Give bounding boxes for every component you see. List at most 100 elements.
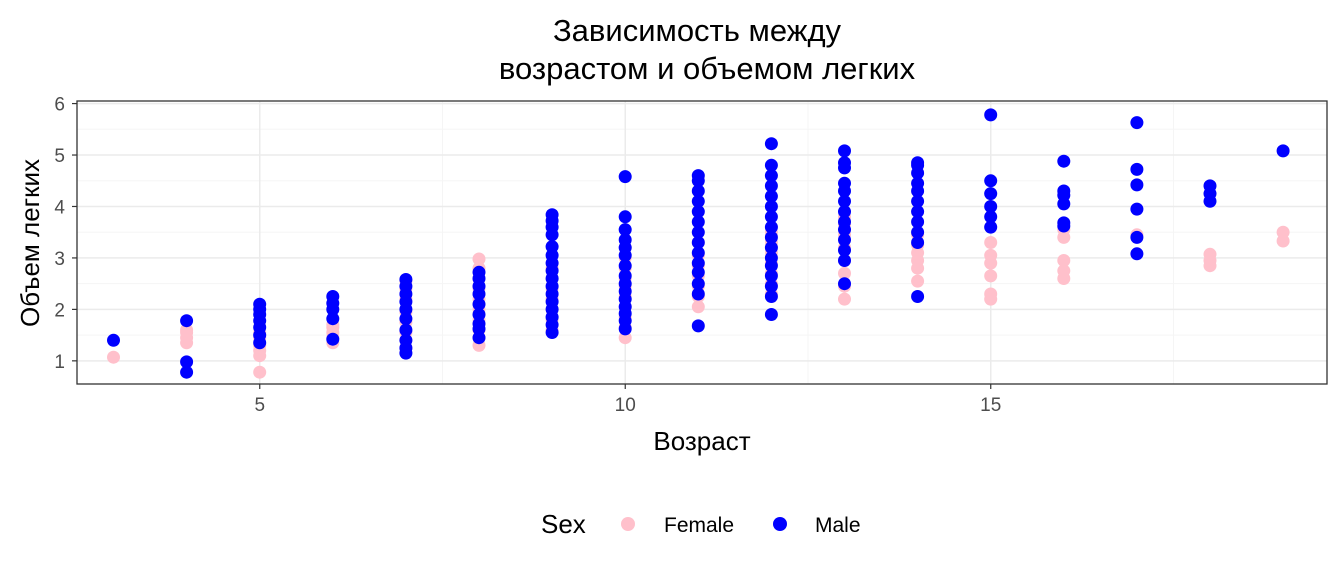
point-female xyxy=(472,252,486,266)
point-male xyxy=(691,236,705,249)
point-male xyxy=(984,187,998,201)
point-male xyxy=(1130,178,1144,192)
point-male xyxy=(764,279,778,293)
point-male xyxy=(911,194,925,208)
point-male xyxy=(764,230,778,244)
point-female xyxy=(180,323,194,337)
point-male xyxy=(691,287,705,301)
point-male xyxy=(838,205,851,219)
point-male xyxy=(764,158,778,172)
point-male xyxy=(1130,202,1144,216)
legend-key-female xyxy=(621,517,635,531)
point-male xyxy=(1130,116,1144,130)
point-male xyxy=(691,265,705,279)
point-male xyxy=(1057,216,1071,230)
panel-border xyxy=(76,100,1328,385)
point-male xyxy=(911,225,925,239)
point-male xyxy=(472,317,486,331)
point-male xyxy=(691,169,705,183)
point-male xyxy=(1203,179,1217,193)
point-male xyxy=(984,220,998,234)
point-male xyxy=(180,355,194,369)
point-male xyxy=(618,233,632,247)
point-male xyxy=(180,314,194,328)
point-male xyxy=(764,269,778,283)
point-male xyxy=(399,312,413,326)
point-male xyxy=(618,210,632,224)
point-male xyxy=(691,277,705,291)
point-male xyxy=(472,297,486,311)
point-female xyxy=(984,287,998,301)
point-male xyxy=(472,308,486,321)
x-tick-label: 10 xyxy=(615,395,636,416)
point-male xyxy=(764,290,778,303)
point-male xyxy=(984,174,998,188)
point-male xyxy=(838,233,851,247)
point-male xyxy=(326,290,340,303)
point-male xyxy=(911,236,925,249)
point-male xyxy=(764,308,778,321)
point-male xyxy=(618,259,632,273)
point-male xyxy=(838,277,851,291)
point-male xyxy=(838,144,851,158)
point-male xyxy=(838,176,851,190)
point-male xyxy=(764,241,778,255)
point-male xyxy=(764,169,778,183)
point-male xyxy=(472,265,486,279)
point-male xyxy=(326,332,340,346)
point-female xyxy=(107,350,120,364)
x-tick-label: 15 xyxy=(980,395,1001,416)
legend-label-male: Male xyxy=(815,514,861,537)
legend-key-male xyxy=(773,517,787,531)
point-male xyxy=(691,205,705,219)
point-male xyxy=(838,215,851,229)
y-axis-title: Объем легких xyxy=(15,159,45,327)
point-male xyxy=(691,215,705,229)
point-male xyxy=(984,108,998,122)
point-male xyxy=(691,246,705,260)
point-male xyxy=(1130,230,1144,244)
point-male xyxy=(984,200,998,213)
point-female xyxy=(1057,254,1071,267)
x-axis-title: Возраст xyxy=(653,426,750,456)
y-tick-label: 5 xyxy=(54,146,65,167)
point-male xyxy=(1130,247,1144,261)
point-male xyxy=(399,273,413,286)
point-male xyxy=(691,319,705,333)
points-layer xyxy=(107,108,1290,379)
point-female xyxy=(1203,247,1217,261)
point-male xyxy=(764,210,778,224)
point-male xyxy=(1276,144,1290,158)
point-female xyxy=(911,274,925,288)
legend-label-female: Female xyxy=(664,514,734,537)
ticks-layer: 5 10 15 1 2 3 4 5 6 xyxy=(54,95,1001,416)
series-male xyxy=(107,108,1290,379)
y-tick-label: 2 xyxy=(54,300,65,321)
point-male xyxy=(911,205,925,219)
point-male xyxy=(107,333,120,347)
point-male xyxy=(399,333,413,347)
point-female xyxy=(691,300,705,314)
point-female xyxy=(838,266,851,280)
legend: Sex Female Male xyxy=(541,509,861,539)
point-male xyxy=(545,240,559,254)
point-male xyxy=(838,194,851,208)
point-male xyxy=(764,220,778,234)
point-male xyxy=(545,208,559,222)
point-male xyxy=(764,200,778,213)
point-male xyxy=(764,137,778,151)
point-male xyxy=(399,323,413,337)
point-male xyxy=(180,365,194,379)
point-male xyxy=(691,256,705,270)
point-male xyxy=(326,312,340,326)
y-tick-label: 3 xyxy=(54,249,65,270)
point-male xyxy=(911,290,925,303)
point-male xyxy=(911,156,925,170)
point-male xyxy=(618,170,632,184)
point-female xyxy=(838,292,851,306)
point-male xyxy=(1057,184,1071,198)
chart-title-line-1: Зависимость между xyxy=(553,13,842,48)
point-male xyxy=(838,156,851,170)
point-male xyxy=(618,223,632,237)
